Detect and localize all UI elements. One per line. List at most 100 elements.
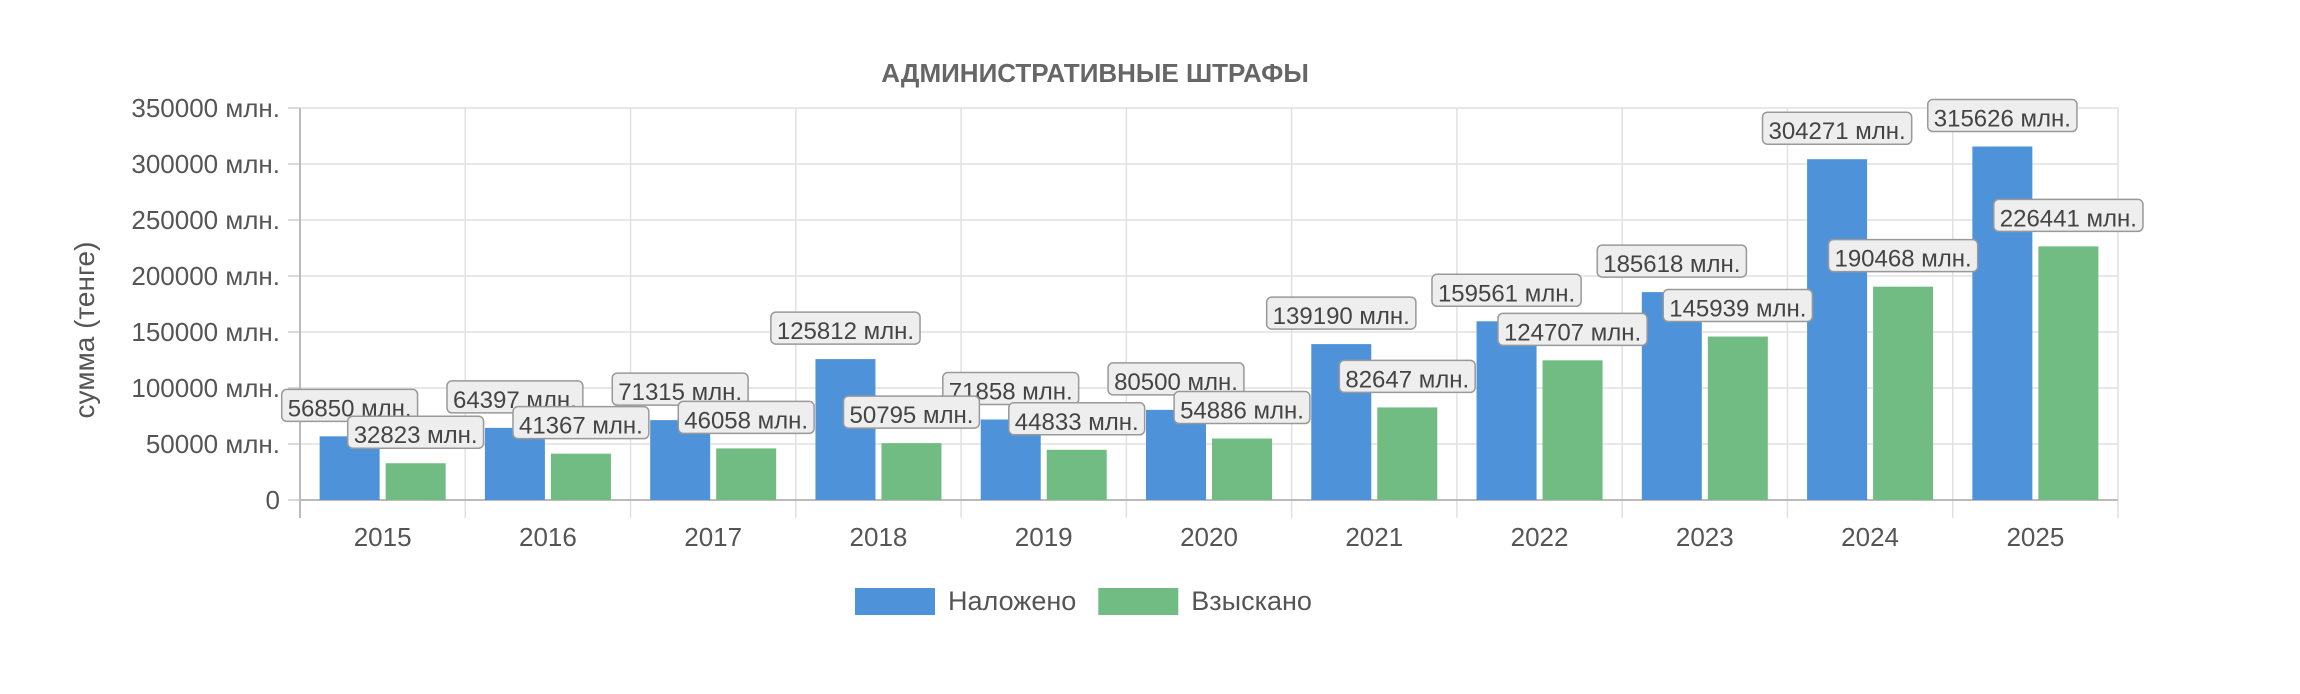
bar: [1807, 159, 1868, 500]
legend-swatch: [1098, 588, 1179, 615]
bar: [1873, 286, 1934, 500]
data-label-text: 41367 млн.: [519, 413, 643, 440]
data-label-text: 50795 млн.: [850, 402, 974, 429]
data-label-box: [1497, 312, 1648, 347]
data-label: 315626 млн.: [1927, 98, 2078, 133]
x-axis-ticks: 2015 2016 2017 2018 2019 2020 2021 2022 2023 2024…: [354, 522, 2065, 552]
data-label: 145939 млн.: [1662, 288, 1814, 323]
data-label: 139190 млн.: [1265, 296, 1417, 330]
data-label-box: [677, 400, 815, 435]
data-label: 124707 млн.: [1497, 312, 1648, 347]
data-label-box: [842, 395, 981, 429]
data-label-text: 44833 млн.: [1015, 409, 1139, 436]
data-label-text: 145939 млн.: [1669, 296, 1806, 323]
data-label: 46058 млн.: [677, 400, 815, 435]
legend-item[interactable]: Наложено: [855, 586, 1076, 616]
x-tick-label: 2016: [519, 522, 577, 552]
legend-label: Взыскано: [1191, 586, 1312, 616]
bar: [550, 453, 611, 500]
bar: [1377, 407, 1438, 500]
y-tick-label: 350000 млн.: [131, 93, 280, 123]
bar: [2038, 246, 2099, 500]
data-label: 159561 млн.: [1431, 273, 1582, 308]
bars: [319, 146, 2099, 500]
y-tick-label: 50000 млн.: [146, 429, 280, 459]
data-label-box: [1827, 238, 1979, 273]
data-label: 82647 млн.: [1338, 359, 1476, 394]
data-label-box: [1338, 359, 1476, 394]
data-label-box: [1431, 273, 1582, 308]
x-tick-label: 2018: [850, 522, 908, 552]
legend[interactable]: Наложено Взыскано: [855, 586, 1312, 616]
data-label-box: [1008, 402, 1146, 436]
legend-label: Наложено: [948, 586, 1076, 616]
bar: [881, 443, 942, 500]
data-label-text: 54886 млн.: [1180, 398, 1304, 425]
x-tick-label: 2025: [2006, 522, 2064, 552]
bar: [1046, 449, 1107, 500]
chart-title: АДМИНИСТРАТИВНЫЕ ШТРАФЫ: [881, 58, 1309, 88]
data-label-text: 159561 млн.: [1438, 280, 1575, 307]
data-label: 32823 млн.: [346, 415, 485, 449]
data-label: 304271 млн.: [1761, 111, 1913, 145]
data-label-box: [1993, 198, 2144, 233]
data-label-text: 46058 млн.: [684, 407, 808, 434]
data-label-text: 32823 млн.: [354, 422, 478, 449]
x-tick-label: 2023: [1676, 522, 1734, 552]
data-label-box: [346, 415, 485, 449]
y-tick-label: 100000 млн.: [131, 373, 280, 403]
data-label-box: [512, 405, 650, 440]
data-label-text: 82647 млн.: [1345, 366, 1469, 393]
y-tick-label: 150000 млн.: [131, 317, 280, 347]
bar: [716, 448, 777, 500]
data-label-text: 124707 млн.: [1504, 319, 1641, 346]
x-tick-label: 2020: [1180, 522, 1238, 552]
data-label-text: 304271 млн.: [1768, 118, 1905, 145]
data-label-box: [1927, 98, 2078, 133]
data-label-box: [770, 311, 921, 345]
x-tick-label: 2021: [1345, 522, 1403, 552]
y-tick-label: 300000 млн.: [131, 149, 280, 179]
data-label-box: [1596, 244, 1748, 278]
bar: [1542, 360, 1603, 500]
x-tick-label: 2022: [1511, 522, 1569, 552]
x-tick-label: 2019: [1015, 522, 1073, 552]
data-label: 226441 млн.: [1993, 198, 2144, 233]
bar: [815, 359, 876, 500]
x-tick-label: 2015: [354, 522, 412, 552]
data-label-text: 190468 млн.: [1834, 246, 1971, 273]
bar: [1146, 409, 1206, 500]
data-label: 44833 млн.: [1008, 402, 1146, 436]
data-label: 54886 млн.: [1173, 390, 1311, 425]
data-label: 185618 млн.: [1596, 244, 1748, 278]
x-tick-label: 2024: [1841, 522, 1899, 552]
data-labels: 56850 млн. 64397 млн. 71315 млн.125812 млн…: [280, 98, 2144, 449]
data-label-box: [1662, 288, 1814, 323]
data-label-box: [1173, 390, 1311, 425]
data-label: 50795 млн.: [842, 395, 981, 429]
bar: [484, 427, 545, 500]
y-tick-label: 0: [266, 485, 280, 515]
bar: [1707, 336, 1768, 500]
data-label-text: 315626 млн.: [1934, 105, 2071, 132]
data-label-text: 139190 млн.: [1273, 303, 1410, 330]
bar: [1641, 292, 1702, 500]
data-label-box: [1265, 296, 1417, 330]
legend-swatch: [855, 588, 935, 615]
data-label-text: 226441 млн.: [2000, 205, 2137, 232]
data-label: 125812 млн.: [770, 311, 921, 345]
data-label-box: [1761, 111, 1913, 145]
data-label: 190468 млн.: [1827, 238, 1979, 273]
y-tick-label: 200000 млн.: [131, 261, 280, 291]
x-tick-label: 2017: [684, 522, 742, 552]
data-label: 41367 млн.: [512, 405, 650, 440]
y-axis-label: сумма (тенге): [69, 242, 100, 419]
y-axis-ticks: 0 50000 млн. 100000 млн. 150000 млн. 200000 …: [131, 93, 280, 515]
bar: [1212, 438, 1272, 500]
bar: [385, 463, 446, 500]
data-label-text: 185618 млн.: [1603, 251, 1740, 278]
legend-item[interactable]: Взыскано: [1098, 586, 1312, 616]
data-label-text: 125812 млн.: [777, 318, 914, 345]
y-tick-label: 250000 млн.: [131, 205, 280, 235]
